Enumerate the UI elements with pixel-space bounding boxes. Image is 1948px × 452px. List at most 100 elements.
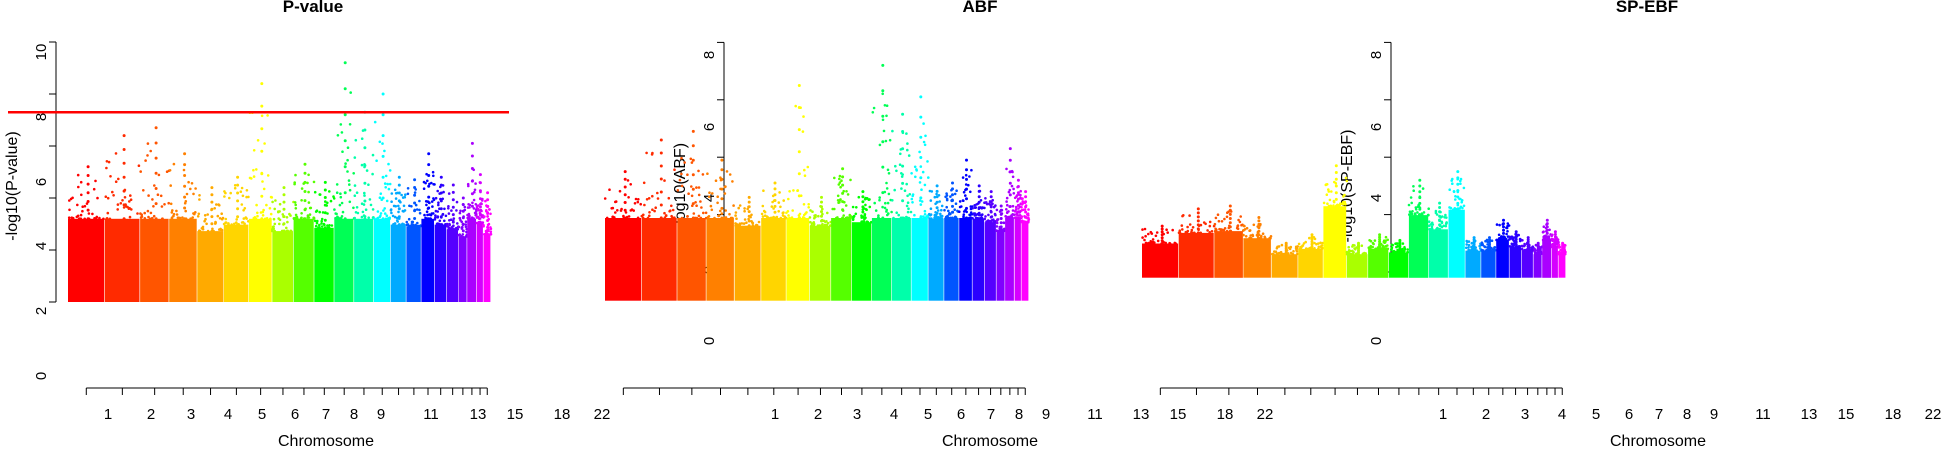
snp-peak-point	[999, 229, 1003, 233]
snp-point	[189, 217, 192, 220]
snp-point	[1416, 211, 1419, 214]
snp-point	[1177, 231, 1181, 235]
snp-point	[437, 201, 440, 204]
snp-point	[369, 203, 373, 207]
snp-point	[76, 203, 79, 207]
snp-peak-point	[486, 205, 490, 209]
snp-point	[845, 190, 848, 193]
snp-point	[1171, 228, 1174, 232]
chromosome-21-points	[475, 173, 485, 302]
chromosome-11-points	[1407, 178, 1430, 278]
snp-point	[175, 209, 178, 213]
snp-point	[328, 224, 331, 227]
snp-point	[241, 194, 245, 198]
snp-point	[128, 215, 132, 219]
chromosome-11-points	[871, 63, 893, 301]
snp-point	[618, 189, 622, 193]
snp-point	[954, 216, 958, 219]
snp-peak-point	[1008, 158, 1012, 162]
snp-peak-point	[1310, 245, 1314, 248]
snp-point	[1483, 245, 1487, 249]
snp-peak-point	[470, 192, 474, 196]
spebf-panel: SP-EBF -log10(SP-EBF) Chromosome 0 2 4 6…	[1141, 0, 1941, 450]
snp-point	[888, 138, 892, 142]
snp-point	[1506, 222, 1510, 225]
snp-point	[149, 211, 153, 215]
snp-point	[1011, 175, 1015, 179]
snp-peak-point	[1024, 220, 1028, 224]
snp-peak-point	[1257, 233, 1261, 237]
snp-point	[1396, 242, 1399, 245]
snp-peak-point	[951, 216, 954, 220]
snp-point	[611, 215, 614, 219]
snp-point	[367, 183, 370, 186]
snp-peak-point	[1008, 170, 1012, 174]
snp-point	[690, 185, 693, 188]
snp-point	[341, 150, 344, 153]
snp-peak-point	[1334, 171, 1338, 174]
snp-point	[865, 197, 868, 200]
snp-point	[1440, 225, 1444, 229]
snp-point	[871, 111, 875, 114]
snp-point	[1422, 211, 1426, 214]
snp-peak-point	[451, 213, 455, 217]
snp-point	[388, 182, 392, 186]
snp-point	[273, 229, 277, 233]
snp-point	[379, 212, 383, 215]
snp-point	[300, 216, 303, 220]
snp-point	[243, 207, 247, 210]
pvalue-y-tick-labels: 0 2 4 6 8 10	[33, 44, 50, 381]
chromosome-6-points	[222, 175, 250, 302]
snp-point	[1004, 215, 1008, 218]
chromosome-15-points	[1480, 236, 1497, 278]
snp-point	[214, 221, 217, 225]
snp-point	[1147, 241, 1150, 245]
x-tick-label: 2	[1482, 406, 1490, 423]
snp-point	[1018, 214, 1021, 217]
snp-point	[152, 214, 156, 218]
snp-point	[911, 193, 915, 196]
snp-peak-point	[282, 215, 286, 219]
snp-point	[653, 209, 656, 213]
snp-point	[1386, 238, 1389, 242]
snp-peak-point	[451, 220, 455, 224]
snp-peak-point	[720, 216, 724, 220]
snp-point	[891, 129, 894, 133]
x-axis	[622, 387, 1026, 395]
snp-point	[919, 165, 923, 168]
snp-point	[1021, 200, 1024, 203]
snp-peak-point	[881, 114, 885, 118]
chromosome-10-points	[1388, 238, 1409, 278]
snp-peak-point	[841, 191, 845, 195]
snp-point	[91, 212, 94, 216]
snp-peak-point	[381, 175, 385, 179]
dense-snp-band	[483, 234, 491, 302]
snp-point	[218, 217, 222, 220]
snp-peak-point	[1334, 197, 1338, 201]
spebf-x-axis-label: Chromosome	[1610, 433, 1706, 450]
snp-point	[393, 215, 397, 219]
snp-peak-point	[427, 195, 431, 199]
chromosome-20-points	[1541, 218, 1553, 278]
snp-point	[883, 206, 887, 210]
snp-point	[933, 195, 937, 199]
abf-title: ABF	[963, 0, 998, 16]
snp-peak-point	[965, 187, 968, 191]
snp-point	[296, 217, 299, 220]
snp-point	[1013, 216, 1017, 220]
snp-point	[461, 233, 465, 236]
snp-point	[995, 208, 999, 212]
y-tick-label: 6	[33, 178, 50, 186]
snp-point	[105, 217, 109, 220]
snp-point	[300, 187, 304, 190]
snp-point	[461, 225, 464, 229]
snp-peak-point	[901, 112, 905, 116]
snp-point	[182, 168, 186, 172]
snp-point	[94, 217, 98, 220]
snp-point	[391, 214, 395, 218]
chromosome-8-points	[271, 186, 295, 302]
snp-point	[767, 216, 770, 220]
dense-snp-band	[1021, 222, 1029, 301]
snp-point	[973, 214, 976, 217]
snp-point	[424, 217, 428, 220]
